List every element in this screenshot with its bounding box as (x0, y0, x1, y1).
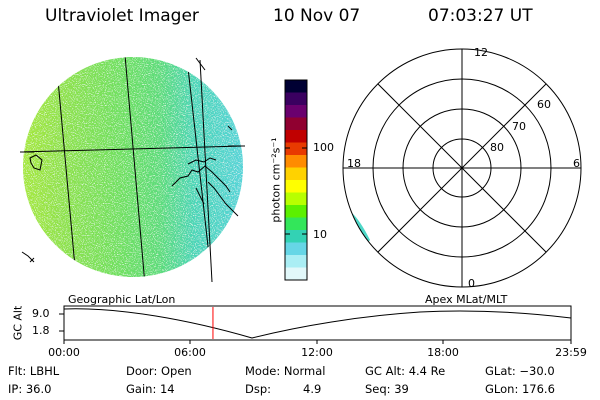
orbit-xtick-2: 12:00 (301, 346, 333, 359)
instrument-title: Ultraviolet Imager (45, 6, 199, 26)
colorbar-block (285, 217, 307, 231)
colorbar-block (285, 255, 307, 268)
meridian-diagonal (377, 83, 547, 253)
image-time: 07:03:27 UT (428, 6, 533, 26)
auroral-patch (351, 212, 370, 244)
apex-grid-label: Apex MLat/MLT (425, 293, 508, 306)
longitude-line (124, 57, 146, 277)
colorbar-unit-label: photon cm⁻²s⁻¹ (269, 137, 283, 223)
orbit-ytick-low: 1.8 (32, 324, 50, 337)
orbit-xtick-3: 18:00 (427, 346, 459, 359)
longitude-line (195, 57, 206, 71)
colorbar-block (285, 117, 307, 131)
info-glat: GLat: −30.0 (485, 364, 555, 378)
image-date: 10 Nov 07 (273, 6, 361, 26)
mlat-label-60: 60 (537, 98, 551, 111)
colorbar-block (285, 192, 307, 206)
orbit-ylabel: GC Alt (11, 305, 25, 341)
mlat-label-80: 80 (490, 141, 504, 154)
colorbar-block (285, 167, 307, 181)
mlt-label-12: 12 (474, 46, 488, 59)
image-disk (23, 57, 243, 277)
mlt-label-18: 18 (347, 157, 361, 170)
info-filter: Flt: LBHL (8, 364, 60, 378)
geo-grid-label: Geographic Lat/Lon (68, 293, 176, 306)
colorbar-block (285, 80, 307, 93)
earth-image (20, 57, 245, 283)
colorbar-block (285, 142, 307, 156)
colorbar-block (285, 180, 307, 193)
info-seq: Seq: 39 (365, 382, 409, 396)
coastline (21, 125, 239, 263)
colorbar-block (285, 155, 307, 168)
info-gc-alt: GC Alt: 4.4 Re (365, 364, 446, 378)
altitude-curve (63, 308, 572, 339)
info-dsp-label: Dsp: (245, 382, 272, 396)
info-dsp-value: 4.9 (303, 382, 322, 396)
mlat-label-70: 70 (512, 120, 526, 133)
mlt-label-0: 0 (468, 277, 475, 290)
colorbar-frame (284, 79, 308, 281)
orbit-xtick-1: 06:00 (174, 346, 206, 359)
orbit-xtick-4: 23:59 (555, 346, 587, 359)
info-door: Door: Open (126, 364, 192, 378)
longitude-line (199, 59, 213, 283)
orbit-frame (63, 305, 572, 341)
latitude-line (23, 145, 243, 153)
info-ip: IP: 36.0 (8, 382, 52, 396)
colorbar-block (285, 105, 307, 118)
colorbar-block (285, 242, 307, 256)
mlt-label-6: 6 (573, 157, 580, 170)
colorbar-block (285, 92, 307, 106)
colorbar-tick-100: 100 (313, 141, 334, 154)
longitude-line (55, 57, 77, 277)
colorbar (284, 79, 308, 281)
colorbar-tick-10: 10 (313, 228, 327, 241)
colorbar-block (285, 205, 307, 218)
orbit-xtick-0: 00:00 (48, 346, 80, 359)
colorbar-block (285, 230, 307, 243)
longitude-line (185, 57, 213, 277)
orbit-ytick-high: 9.0 (32, 307, 50, 320)
colorbar-block (285, 130, 307, 143)
info-gain: Gain: 14 (126, 382, 175, 396)
info-mode: Mode: Normal (245, 364, 326, 378)
orbit-plot (59, 305, 572, 344)
info-glon: GLon: 176.6 (485, 382, 555, 396)
polar-plot (342, 48, 582, 288)
colorbar-block (285, 267, 307, 281)
